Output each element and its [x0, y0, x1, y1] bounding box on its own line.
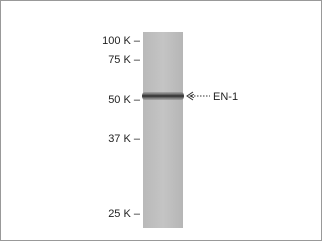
- marker-label: 100 K –: [102, 35, 141, 47]
- marker-label: 37 K –: [108, 133, 141, 145]
- marker-label: 75 K –: [108, 54, 141, 66]
- gel-lane: [143, 32, 183, 228]
- figure: 100 K – 75 K – 50 K – 37 K – 25 K – EN-1: [0, 0, 322, 241]
- marker-label: 50 K –: [108, 94, 141, 106]
- protein-band: [142, 92, 184, 100]
- marker-label: 25 K –: [108, 208, 141, 220]
- band-label: EN-1: [213, 91, 238, 103]
